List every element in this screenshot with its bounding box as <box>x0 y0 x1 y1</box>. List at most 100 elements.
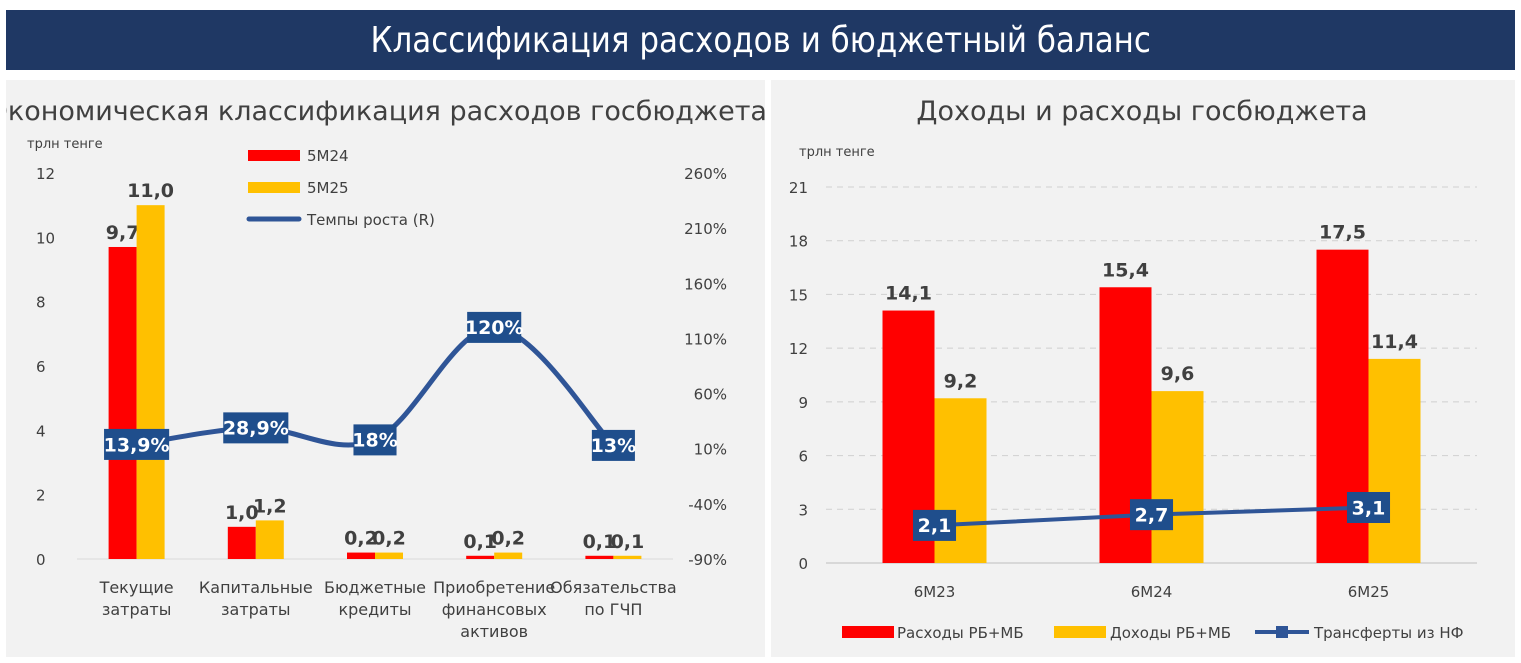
bar-red <box>108 246 137 559</box>
legend-label: Доходы РБ+МБ <box>1110 624 1231 642</box>
page-title: Классификация расходов и бюджетный балан… <box>370 19 1151 61</box>
growth-rate-label-box <box>591 429 635 461</box>
x-tick-label: Текущие <box>99 578 174 597</box>
y-tick-label: 6 <box>798 448 808 466</box>
x-tick-label: кредиты <box>338 600 411 619</box>
y-tick-label: 6 <box>36 358 46 376</box>
bar-value-label: 15,4 <box>1102 259 1149 281</box>
bar-value-label: 0,2 <box>372 528 406 550</box>
growth-rate-label: 120% <box>465 317 524 339</box>
y-axis-unit: трлн тенге <box>799 145 875 160</box>
legend-label: 5М24 <box>307 147 349 165</box>
x-tick-label: Бюджетные <box>324 578 426 597</box>
growth-rate-label: 13% <box>591 435 636 457</box>
bar-value-label: 0,1 <box>463 531 497 553</box>
bar-value-label: 1,0 <box>225 502 259 524</box>
y2-tick-label: 60% <box>694 386 727 404</box>
growth-rate-label: 18% <box>352 430 397 452</box>
x-tick-label: 6М25 <box>1348 583 1390 601</box>
revenue-expenditure-chart: Доходы и расходы госбюджета трлн тенге 0 3 6… <box>789 96 1477 642</box>
bar-value-label: 0,2 <box>344 528 378 550</box>
y-axis-unit: трлн тенге <box>27 137 103 152</box>
legend-swatch-red <box>248 150 300 161</box>
legend-label: 5М25 <box>307 179 349 197</box>
x-tick-label: затраты <box>102 600 172 619</box>
bar-yellow <box>375 552 403 559</box>
legend-marker <box>1276 626 1288 638</box>
y2-tick-label: 10% <box>694 441 727 459</box>
x-tick-label: затраты <box>221 600 291 619</box>
bar-value-label: 11,0 <box>127 180 174 202</box>
transfers-label-box <box>1346 491 1391 523</box>
legend-label: Трансферты из НФ <box>1313 624 1464 642</box>
y2-tick-label: 110% <box>684 330 727 348</box>
y-tick-label: 3 <box>798 501 808 519</box>
y-tick-label: 4 <box>36 422 46 440</box>
bar-yellow <box>1368 358 1421 563</box>
header-banner: Классификация расходов и бюджетный балан… <box>6 10 1515 70</box>
x-tick-label: активов <box>460 622 528 641</box>
transfers-label: 2,7 <box>1135 504 1169 526</box>
y-tick-label: 18 <box>789 233 808 251</box>
y2-tick-label: -40% <box>688 496 727 514</box>
y-tick-label: 15 <box>789 286 808 304</box>
transfers-label-box <box>912 509 957 541</box>
growth-rate-label-box <box>223 412 289 444</box>
bar-red <box>466 555 495 559</box>
bar-yellow <box>136 205 165 559</box>
chart-title: Экономическая классификация расходов гос… <box>6 96 765 127</box>
bar-value-label: 9,7 <box>106 222 140 244</box>
bar-red <box>347 552 375 559</box>
x-tick-label: по ГЧП <box>584 600 642 619</box>
y-tick-label: 0 <box>798 555 808 573</box>
chart-title: Доходы и расходы госбюджета <box>916 96 1367 127</box>
legend-label: Темпы роста (R) <box>306 211 435 229</box>
x-tick-label: Капитальные <box>199 578 313 597</box>
bar-yellow <box>255 520 284 559</box>
bar-yellow <box>1151 391 1204 563</box>
legend-swatch-yellow <box>1054 626 1106 638</box>
bar-value-label: 0,2 <box>491 528 525 550</box>
y2-tick-label: -90% <box>688 551 727 569</box>
transfers-label: 2,1 <box>918 515 952 537</box>
revenue-expenditure-panel: Доходы и расходы госбюджета трлн тенге 0 3 6… <box>771 80 1515 657</box>
y-tick-label: 12 <box>789 340 808 358</box>
bar-red <box>227 526 256 559</box>
legend-swatch-yellow <box>248 182 300 193</box>
bar-value-label: 14,1 <box>885 283 932 305</box>
y-tick-label: 12 <box>36 165 55 183</box>
bar-value-label: 11,4 <box>1371 331 1418 353</box>
y-tick-label: 10 <box>36 229 55 247</box>
transfers-label-box <box>1129 499 1174 531</box>
y2-tick-label: 210% <box>684 220 727 238</box>
growth-rate-label: 13,9% <box>104 434 170 456</box>
bar-value-label: 0,1 <box>611 531 645 553</box>
legend-label: Расходы РБ+МБ <box>897 624 1024 642</box>
bar-yellow <box>613 555 642 559</box>
y-tick-label: 8 <box>36 294 46 312</box>
transfers-label: 3,1 <box>1352 497 1386 519</box>
expenditure-classification-chart: Экономическая классификация расходов гос… <box>6 96 765 641</box>
legend-swatch-red <box>842 626 894 638</box>
growth-rate-label-box <box>467 311 522 343</box>
x-tick-label: Обязательства <box>550 578 677 597</box>
bar-yellow <box>494 552 523 559</box>
x-tick-label: 6М24 <box>1131 583 1173 601</box>
x-tick-label: 6М23 <box>914 583 956 601</box>
bar-value-label: 1,2 <box>253 495 287 517</box>
bar-red <box>585 555 614 559</box>
expenditure-classification-panel: Экономическая классификация расходов гос… <box>6 80 765 657</box>
x-tick-label: Приобретение <box>433 578 555 597</box>
x-tick-label: финансовых <box>442 600 547 619</box>
y-tick-label: 9 <box>798 394 808 412</box>
bar-value-label: 17,5 <box>1319 222 1366 244</box>
y2-tick-label: 260% <box>684 165 727 183</box>
bar-value-label: 9,2 <box>944 370 978 392</box>
y-tick-label: 21 <box>789 179 808 197</box>
growth-rate-label: 28,9% <box>223 418 289 440</box>
growth-rate-label-box <box>104 428 170 460</box>
y-tick-label: 2 <box>36 487 46 505</box>
growth-rate-label-box <box>353 424 397 456</box>
bar-value-label: 0,1 <box>583 531 617 553</box>
y-tick-label: 0 <box>36 551 46 569</box>
